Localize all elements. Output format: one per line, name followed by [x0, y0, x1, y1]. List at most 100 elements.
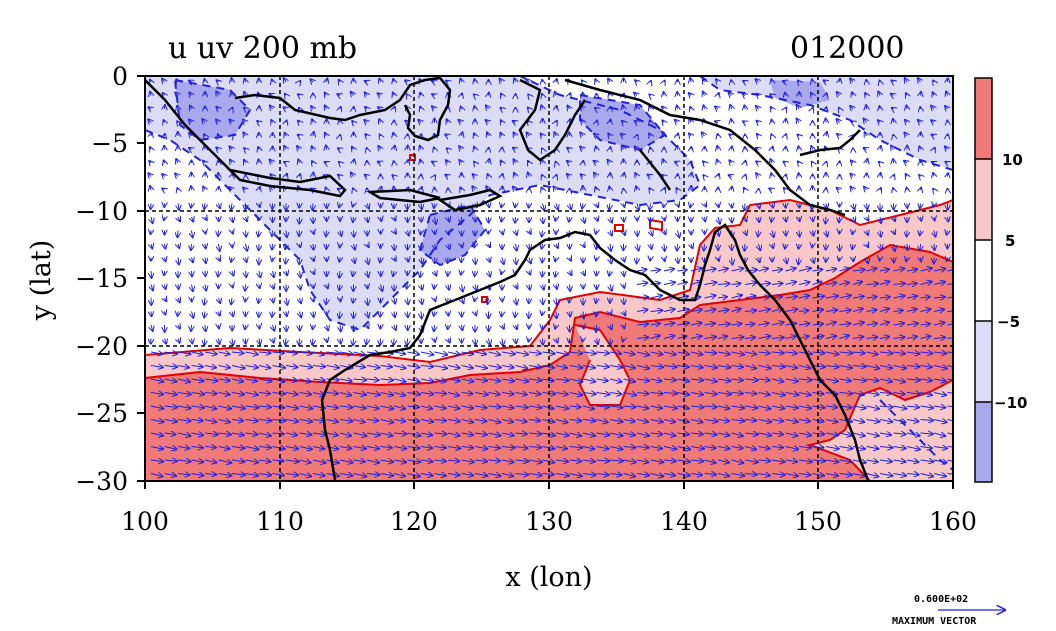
wind-vector	[865, 93, 866, 96]
wind-vector	[205, 257, 206, 264]
wind-vector	[378, 146, 380, 150]
wind-vector	[501, 108, 503, 109]
wind-vector	[489, 271, 491, 277]
wind-vector	[367, 325, 368, 328]
wind-vector	[245, 79, 246, 82]
wind-vector	[664, 258, 665, 262]
wind-vector	[447, 148, 448, 149]
wind-vector	[151, 324, 153, 331]
wind-vector	[474, 106, 475, 109]
wind-vector	[880, 188, 881, 190]
wind-vector	[729, 93, 732, 96]
wind-vector	[945, 162, 947, 163]
y-axis-label: y (lat)	[26, 240, 57, 322]
wind-vector	[489, 204, 490, 208]
wind-vector	[785, 244, 786, 249]
wind-vector	[933, 92, 934, 95]
y-tick-label: −10	[75, 197, 128, 226]
wind-vector	[354, 230, 355, 237]
wind-vector	[689, 133, 691, 136]
wind-vector	[542, 148, 543, 149]
wind-vector	[165, 134, 166, 136]
wind-vector	[367, 204, 369, 209]
wind-vector	[704, 282, 717, 284]
wind-vector	[218, 134, 219, 136]
wind-vector	[515, 204, 516, 208]
wind-vector	[421, 297, 422, 304]
wind-vector	[798, 81, 799, 82]
wind-vector	[353, 217, 354, 222]
wind-vector	[597, 121, 598, 123]
wind-vector	[516, 257, 517, 265]
wind-vector	[906, 337, 917, 339]
wind-vector	[932, 135, 935, 137]
wind-vector	[164, 161, 165, 164]
wind-vector	[853, 231, 854, 235]
wind-vector	[190, 106, 192, 109]
wind-vector	[771, 107, 772, 109]
title-left: u uv 200 mb	[168, 31, 357, 66]
wind-vector	[340, 107, 341, 109]
wind-vector	[556, 106, 557, 109]
wind-vector	[650, 203, 651, 210]
wind-vector	[920, 297, 930, 298]
colorbar-label: −5	[997, 313, 1020, 331]
wind-vector	[744, 296, 756, 298]
y-tick-label: −25	[75, 399, 128, 428]
wind-vector	[474, 94, 475, 95]
wind-vector	[460, 188, 461, 191]
wind-vector	[326, 297, 327, 304]
wind-vector	[879, 269, 889, 271]
wind-vector	[649, 134, 650, 137]
wind-vector	[204, 352, 217, 354]
wind-vector	[474, 133, 475, 136]
wind-vector	[866, 337, 878, 338]
wind-vector	[664, 217, 665, 221]
wind-vector	[325, 106, 327, 110]
wind-vector	[286, 312, 287, 317]
wind-vector	[837, 119, 840, 123]
wind-vector	[906, 283, 917, 284]
wind-vector	[595, 79, 596, 82]
wind-vector	[313, 203, 314, 211]
wind-vector	[597, 338, 598, 345]
wind-vector	[408, 160, 409, 163]
wind-vector	[717, 310, 729, 312]
wind-vector	[379, 119, 380, 122]
wind-vector	[325, 133, 327, 136]
wind-vector	[445, 175, 448, 177]
wind-vector	[570, 203, 572, 210]
wind-vector	[745, 175, 746, 177]
wind-vector	[664, 204, 665, 208]
wind-vector	[285, 244, 286, 249]
wind-vector	[352, 121, 353, 122]
wind-vector	[690, 310, 702, 312]
wind-vector	[664, 188, 665, 190]
wind-vector	[839, 336, 849, 339]
wind-vector	[326, 352, 340, 353]
wind-vector	[475, 257, 476, 264]
wind-vector	[839, 216, 840, 222]
wind-vector	[892, 108, 894, 109]
wind-vector	[595, 108, 597, 109]
wind-vector	[906, 258, 907, 262]
x-tick-label: 150	[794, 507, 842, 536]
wind-vector	[650, 336, 660, 339]
wind-vector	[327, 339, 328, 342]
wind-vector	[839, 324, 851, 326]
wind-vector	[718, 134, 719, 136]
wind-vector	[921, 258, 922, 262]
wind-vector	[678, 230, 680, 238]
wind-vector	[799, 204, 800, 208]
wind-vector	[502, 338, 503, 346]
y-tick-label: −5	[91, 129, 128, 158]
wind-vector	[920, 309, 931, 311]
wind-vector	[786, 134, 787, 136]
wind-vector	[582, 81, 583, 83]
wind-vector	[487, 132, 489, 136]
wind-vector	[259, 285, 260, 289]
wind-vector	[851, 122, 853, 123]
wind-vector	[772, 147, 773, 150]
wind-vector	[151, 312, 152, 317]
wind-vector	[826, 93, 827, 95]
